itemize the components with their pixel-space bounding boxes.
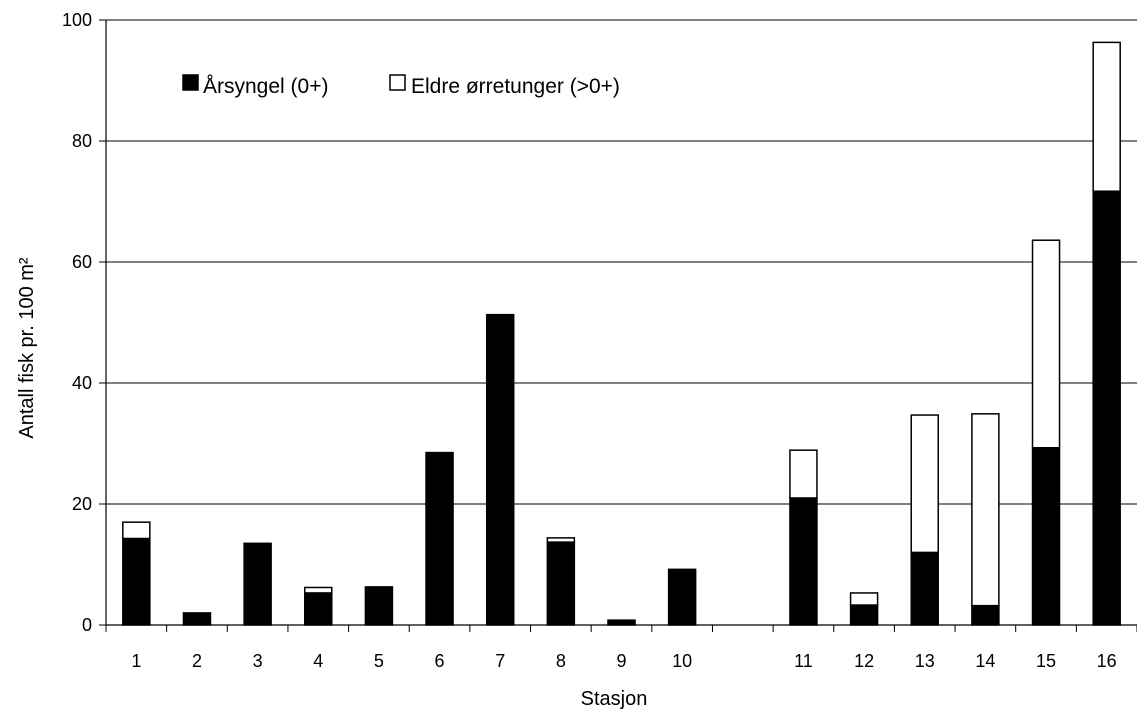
bar-arsyngel — [607, 619, 636, 626]
bar-arsyngel — [425, 451, 454, 626]
bar-eldre-orretunger — [546, 537, 576, 543]
bar-eldre-orretunger — [304, 586, 333, 594]
bar-eldre-orretunger — [971, 413, 1000, 607]
bar-eldre-orretunger — [1031, 239, 1061, 449]
x-tick-label: 10 — [672, 651, 692, 671]
x-tick-label: 8 — [556, 651, 566, 671]
x-tick-label: 1 — [131, 651, 141, 671]
bar-arsyngel — [1031, 446, 1061, 626]
bar-arsyngel — [910, 551, 939, 626]
y-tick-label: 20 — [72, 494, 92, 514]
bar-arsyngel — [849, 604, 879, 626]
y-tick-label: 80 — [72, 131, 92, 151]
bar-arsyngel — [182, 612, 212, 626]
x-tick-labels: 1 2 3 4 5 6 7 8 9 10 11 12 13 14 15 16 — [131, 651, 1116, 671]
x-tick-label: 12 — [854, 651, 874, 671]
bar-arsyngel — [971, 604, 1000, 626]
y-tick-label: 40 — [72, 373, 92, 393]
bar-arsyngel — [1092, 190, 1121, 626]
bar-arsyngel — [364, 586, 394, 626]
bar-eldre-orretunger — [789, 449, 818, 499]
x-axis-title: Stasjon — [581, 688, 648, 710]
x-tick-label: 6 — [435, 651, 445, 671]
x-tick-label: 5 — [374, 651, 384, 671]
x-tick-label: 15 — [1036, 651, 1056, 671]
bar-arsyngel — [485, 313, 515, 626]
legend: Årsyngel (0+) Eldre ørretunger (>0+) — [182, 74, 620, 98]
y-tick-label: 60 — [72, 252, 92, 272]
x-tick-label: 7 — [495, 651, 505, 671]
legend-label: Årsyngel (0+) — [203, 75, 328, 98]
y-tick-label: 100 — [62, 10, 92, 30]
x-tick-label: 16 — [1097, 651, 1117, 671]
bar-arsyngel — [789, 497, 818, 626]
axes — [99, 19, 1137, 632]
x-tick-label: 3 — [253, 651, 263, 671]
bar-eldre-orretunger — [849, 592, 879, 606]
bar-eldre-orretunger — [1092, 41, 1121, 192]
x-tick-label: 11 — [794, 651, 813, 671]
bar-arsyngel — [122, 537, 151, 626]
bar-eldre-orretunger — [122, 521, 151, 540]
y-axis-title: Antall fisk pr. 100 m² — [16, 257, 38, 439]
x-tick-label: 4 — [313, 651, 323, 671]
bars — [122, 41, 1121, 626]
bar-eldre-orretunger — [910, 414, 939, 554]
x-tick-label: 14 — [975, 651, 995, 671]
gridlines — [106, 19, 1137, 505]
y-tick-labels: 0 20 40 60 80 100 — [62, 10, 92, 635]
x-tick-label: 9 — [616, 651, 626, 671]
bar-arsyngel — [243, 542, 272, 626]
bar-arsyngel — [546, 541, 576, 626]
legend-swatch — [389, 74, 406, 91]
legend-label: Eldre ørretunger (>0+) — [411, 75, 620, 98]
bar-arsyngel — [304, 592, 333, 626]
x-tick-label: 2 — [192, 651, 202, 671]
y-tick-label: 0 — [82, 615, 92, 635]
x-tick-label: 13 — [915, 651, 935, 671]
legend-swatch — [182, 74, 199, 91]
bar-arsyngel — [667, 568, 697, 626]
